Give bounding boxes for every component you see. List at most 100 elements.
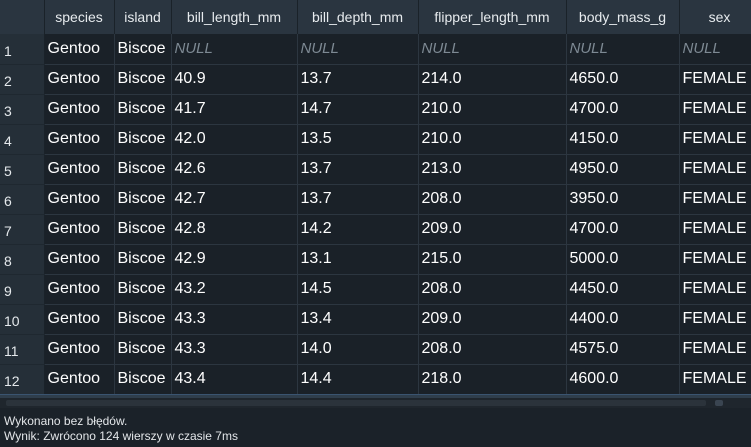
column-header-sex[interactable]: sex [679, 0, 751, 34]
row-number[interactable]: 2 [0, 64, 45, 95]
cell-flipper-length-mm[interactable]: 208.0 [418, 184, 567, 215]
column-header-flipper-length-mm[interactable]: flipper_length_mm [418, 0, 567, 34]
table-row[interactable]: 10 Gentoo Biscoe 43.3 13.4 209.0 4400.0 FEMALE [0, 304, 751, 335]
row-number[interactable]: 7 [0, 214, 45, 245]
row-number[interactable]: 1 [0, 34, 45, 65]
table-row[interactable]: 2 Gentoo Biscoe 40.9 13.7 214.0 4650.0 FEMALE [0, 64, 751, 95]
cell-body-mass-g[interactable]: 4150.0 [566, 124, 680, 155]
result-grid[interactable]: species island bill_length_mm bill_depth… [0, 0, 751, 394]
cell-body-mass-g[interactable]: 5000.0 [566, 244, 680, 275]
cell-species[interactable]: Gentoo [44, 244, 115, 275]
cell-bill-depth-mm[interactable]: 13.4 [297, 304, 419, 335]
cell-sex[interactable]: FEMALE [679, 244, 751, 275]
cell-bill-length-mm[interactable]: 40.9 [171, 64, 298, 95]
cell-flipper-length-mm[interactable]: NULL [418, 34, 567, 65]
table-row[interactable]: 5 Gentoo Biscoe 42.6 13.7 213.0 4950.0 FEMALE [0, 154, 751, 185]
cell-body-mass-g[interactable]: 3950.0 [566, 184, 680, 215]
cell-sex[interactable]: FEMALE [679, 274, 751, 305]
cell-bill-length-mm[interactable]: 43.3 [171, 304, 298, 335]
cell-bill-depth-mm[interactable]: 13.7 [297, 154, 419, 185]
cell-body-mass-g[interactable]: NULL [566, 34, 680, 65]
cell-species[interactable]: Gentoo [44, 214, 115, 245]
column-header-island[interactable]: island [114, 0, 172, 34]
cell-sex[interactable]: NULL [679, 34, 751, 65]
cell-island[interactable]: Biscoe [114, 184, 172, 215]
panel-splitter[interactable] [0, 394, 751, 398]
cell-flipper-length-mm[interactable]: 208.0 [418, 274, 567, 305]
scrollbar-thumb[interactable] [6, 400, 706, 406]
table-row[interactable]: 1 Gentoo Biscoe NULL NULL NULL NULL NULL [0, 34, 751, 65]
table-row[interactable]: 9 Gentoo Biscoe 43.2 14.5 208.0 4450.0 FEMALE [0, 274, 751, 305]
cell-bill-length-mm[interactable]: 42.8 [171, 214, 298, 245]
cell-flipper-length-mm[interactable]: 209.0 [418, 214, 567, 245]
row-number[interactable]: 8 [0, 244, 45, 275]
cell-sex[interactable]: FEMALE [679, 214, 751, 245]
row-number[interactable]: 4 [0, 124, 45, 155]
cell-bill-length-mm[interactable]: 41.7 [171, 94, 298, 125]
cell-bill-depth-mm[interactable]: 14.7 [297, 94, 419, 125]
cell-island[interactable]: Biscoe [114, 334, 172, 365]
cell-island[interactable]: Biscoe [114, 154, 172, 185]
cell-island[interactable]: Biscoe [114, 214, 172, 245]
cell-body-mass-g[interactable]: 4950.0 [566, 154, 680, 185]
cell-bill-length-mm[interactable]: 42.0 [171, 124, 298, 155]
cell-bill-depth-mm[interactable]: 13.5 [297, 124, 419, 155]
cell-flipper-length-mm[interactable]: 210.0 [418, 124, 567, 155]
column-header-body-mass-g[interactable]: body_mass_g [566, 0, 680, 34]
cell-bill-depth-mm[interactable]: 14.5 [297, 274, 419, 305]
cell-body-mass-g[interactable]: 4450.0 [566, 274, 680, 305]
cell-bill-length-mm[interactable]: 42.7 [171, 184, 298, 215]
cell-island[interactable]: Biscoe [114, 64, 172, 95]
cell-flipper-length-mm[interactable]: 218.0 [418, 364, 567, 394]
cell-bill-length-mm[interactable]: 43.3 [171, 334, 298, 365]
cell-species[interactable]: Gentoo [44, 304, 115, 335]
row-number[interactable]: 5 [0, 154, 45, 185]
cell-species[interactable]: Gentoo [44, 124, 115, 155]
cell-bill-depth-mm[interactable]: 14.4 [297, 364, 419, 394]
cell-sex[interactable]: FEMALE [679, 154, 751, 185]
cell-sex[interactable]: FEMALE [679, 124, 751, 155]
cell-body-mass-g[interactable]: 4575.0 [566, 334, 680, 365]
cell-bill-depth-mm[interactable]: 13.7 [297, 64, 419, 95]
scrollbar-right-handle[interactable] [715, 400, 723, 406]
row-number[interactable]: 10 [0, 304, 45, 335]
cell-sex[interactable]: FEMALE [679, 64, 751, 95]
row-number[interactable]: 9 [0, 274, 45, 305]
cell-flipper-length-mm[interactable]: 208.0 [418, 334, 567, 365]
cell-sex[interactable]: FEMALE [679, 334, 751, 365]
cell-bill-depth-mm[interactable]: 13.7 [297, 184, 419, 215]
cell-species[interactable]: Gentoo [44, 334, 115, 365]
row-number[interactable]: 12 [0, 364, 45, 394]
row-number[interactable]: 6 [0, 184, 45, 215]
cell-species[interactable]: Gentoo [44, 364, 115, 394]
cell-species[interactable]: Gentoo [44, 184, 115, 215]
table-row[interactable]: 6 Gentoo Biscoe 42.7 13.7 208.0 3950.0 FEMALE [0, 184, 751, 215]
table-row[interactable]: 11 Gentoo Biscoe 43.3 14.0 208.0 4575.0 FEMALE [0, 334, 751, 365]
cell-species[interactable]: Gentoo [44, 274, 115, 305]
cell-island[interactable]: Biscoe [114, 274, 172, 305]
cell-body-mass-g[interactable]: 4400.0 [566, 304, 680, 335]
cell-flipper-length-mm[interactable]: 209.0 [418, 304, 567, 335]
table-row[interactable]: 12 Gentoo Biscoe 43.4 14.4 218.0 4600.0 FEMALE [0, 364, 751, 394]
cell-flipper-length-mm[interactable]: 210.0 [418, 94, 567, 125]
cell-island[interactable]: Biscoe [114, 244, 172, 275]
cell-flipper-length-mm[interactable]: 215.0 [418, 244, 567, 275]
cell-island[interactable]: Biscoe [114, 364, 172, 394]
cell-flipper-length-mm[interactable]: 213.0 [418, 154, 567, 185]
cell-bill-length-mm[interactable]: 42.9 [171, 244, 298, 275]
cell-bill-depth-mm[interactable]: 13.1 [297, 244, 419, 275]
cell-bill-length-mm[interactable]: 42.6 [171, 154, 298, 185]
cell-bill-length-mm[interactable]: NULL [171, 34, 298, 65]
cell-species[interactable]: Gentoo [44, 154, 115, 185]
corner-cell[interactable] [0, 0, 45, 34]
column-header-bill-depth-mm[interactable]: bill_depth_mm [297, 0, 419, 34]
cell-bill-length-mm[interactable]: 43.4 [171, 364, 298, 394]
cell-species[interactable]: Gentoo [44, 94, 115, 125]
column-header-bill-length-mm[interactable]: bill_length_mm [171, 0, 298, 34]
cell-body-mass-g[interactable]: 4700.0 [566, 94, 680, 125]
cell-sex[interactable]: FEMALE [679, 304, 751, 335]
column-header-species[interactable]: species [44, 0, 115, 34]
cell-body-mass-g[interactable]: 4700.0 [566, 214, 680, 245]
cell-bill-length-mm[interactable]: 43.2 [171, 274, 298, 305]
cell-bill-depth-mm[interactable]: NULL [297, 34, 419, 65]
